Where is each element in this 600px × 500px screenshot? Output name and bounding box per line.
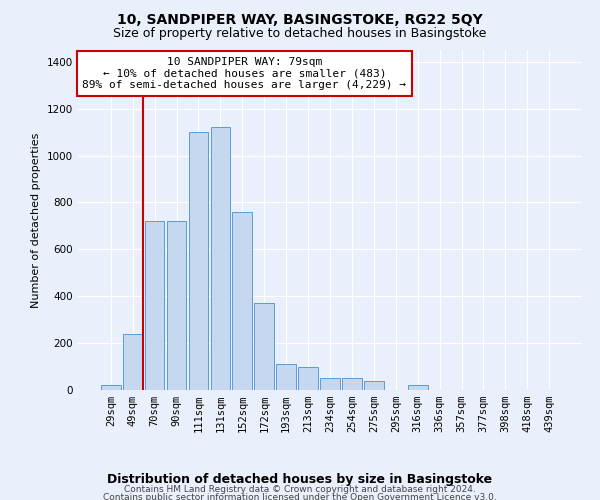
Bar: [298, 366, 318, 390]
Y-axis label: Number of detached properties: Number of detached properties: [31, 132, 41, 308]
Bar: [167, 221, 187, 390]
Bar: [145, 221, 164, 390]
Bar: [211, 128, 230, 390]
Bar: [408, 386, 428, 390]
Text: Size of property relative to detached houses in Basingstoke: Size of property relative to detached ho…: [113, 28, 487, 40]
Bar: [101, 386, 121, 390]
Bar: [188, 132, 208, 390]
Bar: [342, 378, 362, 390]
Bar: [232, 212, 252, 390]
Text: Distribution of detached houses by size in Basingstoke: Distribution of detached houses by size …: [107, 472, 493, 486]
Bar: [320, 378, 340, 390]
Text: Contains public sector information licensed under the Open Government Licence v3: Contains public sector information licen…: [103, 493, 497, 500]
Bar: [364, 380, 384, 390]
Text: Contains HM Land Registry data © Crown copyright and database right 2024.: Contains HM Land Registry data © Crown c…: [124, 485, 476, 494]
Bar: [276, 364, 296, 390]
Text: 10, SANDPIPER WAY, BASINGSTOKE, RG22 5QY: 10, SANDPIPER WAY, BASINGSTOKE, RG22 5QY: [117, 12, 483, 26]
Bar: [254, 303, 274, 390]
Text: 10 SANDPIPER WAY: 79sqm
← 10% of detached houses are smaller (483)
89% of semi-d: 10 SANDPIPER WAY: 79sqm ← 10% of detache…: [82, 57, 406, 90]
Bar: [123, 334, 143, 390]
